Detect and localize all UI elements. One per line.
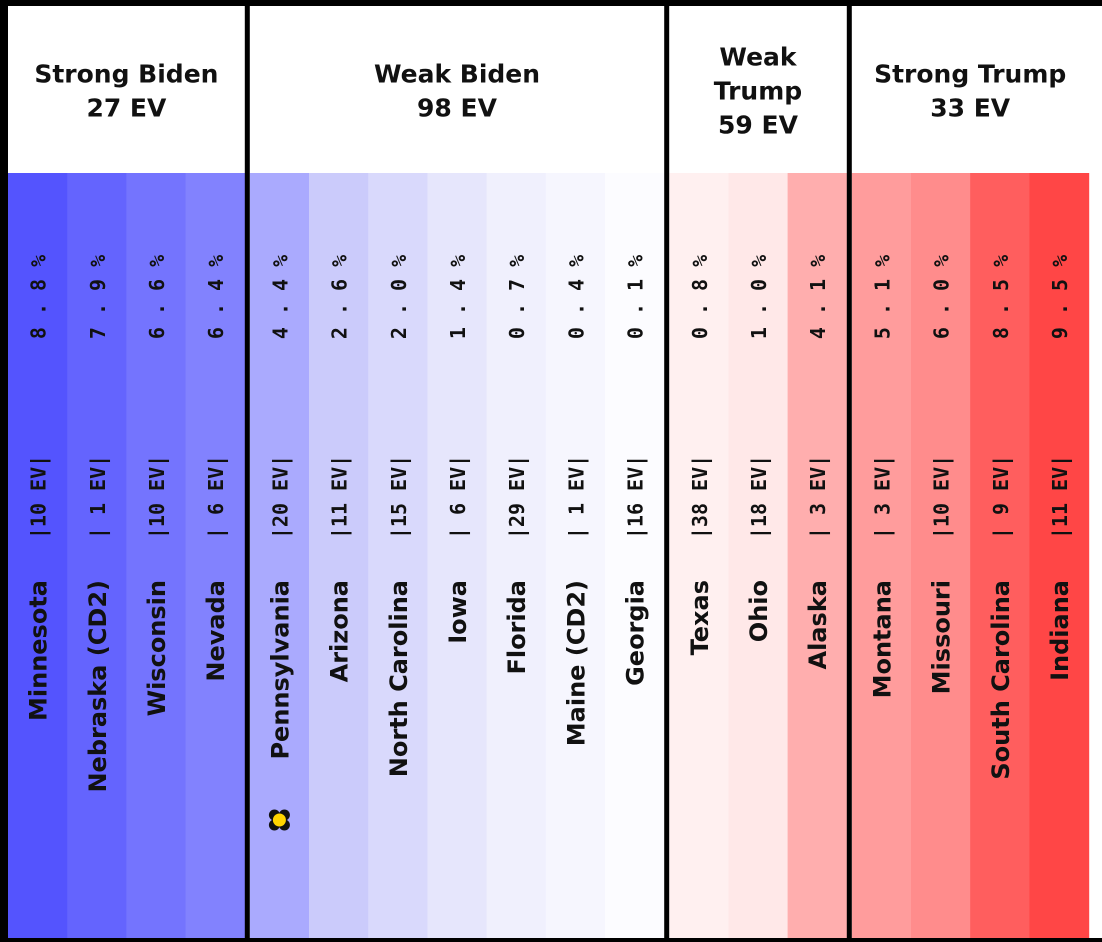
state-name-nevada: Nevada xyxy=(202,580,230,682)
margin-label-alaska: 4 . 1 % xyxy=(806,255,830,339)
state-column-iowa xyxy=(427,173,488,938)
ev-label-wisconsin: |10 EV| xyxy=(145,455,169,539)
state-name-iowa: Iowa xyxy=(444,580,472,644)
state-column-texas xyxy=(669,173,729,938)
group-header-strong-biden-line-2: 27 EV xyxy=(86,94,167,123)
ev-label-georgia: |16 EV| xyxy=(624,455,648,539)
ev-label-nebraska-cd2: | 1 EV| xyxy=(86,455,110,539)
group-header-strong-biden-line-1: Strong Biden xyxy=(34,60,218,89)
state-column-north-carolina xyxy=(368,173,428,938)
ev-label-minnesota: |10 EV| xyxy=(27,455,51,539)
margin-label-south-carolina: 8 . 5 % xyxy=(989,255,1013,339)
state-name-maine-cd2: Maine (CD2) xyxy=(562,580,590,746)
state-name-minnesota: Minnesota xyxy=(25,580,53,721)
frame-left xyxy=(0,0,8,942)
state-name-florida: Florida xyxy=(503,580,531,675)
margin-label-nebraska-cd2: 7 . 9 % xyxy=(86,255,110,339)
frame-top xyxy=(0,0,1102,6)
state-column-arizona xyxy=(309,173,369,938)
state-name-indiana: Indiana xyxy=(1046,580,1074,681)
state-column-nevada xyxy=(185,173,246,938)
ev-label-pennsylvania: |20 EV| xyxy=(268,455,292,539)
ev-label-south-carolina: | 9 EV| xyxy=(989,455,1013,539)
state-name-pennsylvania: Pennsylvania xyxy=(266,580,294,760)
state-name-texas: Texas xyxy=(686,580,714,655)
margin-label-iowa: 1 . 4 % xyxy=(446,255,470,339)
state-column-alaska xyxy=(787,173,848,938)
margin-label-indiana: 9 . 5 % xyxy=(1048,255,1072,339)
ev-label-missouri: |10 EV| xyxy=(930,455,954,539)
ev-label-ohio: |18 EV| xyxy=(747,455,771,539)
state-column-maine-cd2 xyxy=(545,173,606,938)
group-headers: Strong Biden 27 EV Weak Biden 98 EV Weak Trum… xyxy=(34,43,1066,140)
margin-label-montana: 5 . 1 % xyxy=(870,255,894,339)
state-name-missouri: Missouri xyxy=(928,580,956,694)
group-header-strong-trump-line-2: 33 EV xyxy=(930,94,1011,123)
margin-label-florida: 0 . 7 % xyxy=(505,255,529,339)
state-column-wisconsin xyxy=(126,173,187,938)
state-name-montana: Montana xyxy=(868,580,896,698)
state-column-nebraska-cd2 xyxy=(67,173,127,938)
state-column-south-carolina xyxy=(970,173,1030,938)
state-column-ohio xyxy=(728,173,789,938)
group-header-weak-biden-line-1: Weak Biden xyxy=(374,60,540,89)
margin-label-north-carolina: 2 . 0 % xyxy=(387,255,411,339)
state-name-north-carolina: North Carolina xyxy=(385,580,413,777)
margin-label-arizona: 2 . 6 % xyxy=(328,255,352,339)
margin-label-wisconsin: 6 . 6 % xyxy=(145,255,169,339)
ev-label-maine-cd2: | 1 EV| xyxy=(564,455,588,539)
state-name-ohio: Ohio xyxy=(745,580,773,642)
ev-label-florida: |29 EV| xyxy=(505,455,529,539)
margin-label-maine-cd2: 0 . 4 % xyxy=(564,255,588,339)
state-column-florida xyxy=(486,173,547,938)
margin-label-missouri: 6 . 0 % xyxy=(930,255,954,339)
ev-label-arizona: |11 EV| xyxy=(328,455,352,539)
ev-label-nevada: | 6 EV| xyxy=(204,455,228,539)
flower-icon xyxy=(268,809,290,831)
group-divider-1 xyxy=(244,0,250,942)
state-name-south-carolina: South Carolina xyxy=(987,580,1015,780)
group-header-weak-trump-line-1: Weak xyxy=(719,43,798,72)
margin-label-minnesota: 8 . 8 % xyxy=(27,255,51,339)
ev-label-montana: | 3 EV| xyxy=(870,455,894,539)
state-name-wisconsin: Wisconsin xyxy=(143,580,171,716)
ev-label-alaska: | 3 EV| xyxy=(806,455,830,539)
group-divider-3 xyxy=(846,0,852,942)
margin-label-nevada: 6 . 4 % xyxy=(204,255,228,339)
margin-label-ohio: 1 . 0 % xyxy=(747,255,771,339)
margin-label-pennsylvania: 4 . 4 % xyxy=(268,255,292,339)
state-name-arizona: Arizona xyxy=(326,580,354,682)
ev-label-indiana: |11 EV| xyxy=(1048,455,1072,539)
state-column-georgia xyxy=(605,173,665,938)
state-name-nebraska-cd2: Nebraska (CD2) xyxy=(84,580,112,793)
state-column-missouri xyxy=(911,173,971,938)
group-header-weak-trump-line-3: 59 EV xyxy=(718,111,799,140)
state-name-alaska: Alaska xyxy=(804,580,832,669)
state-name-georgia: Georgia xyxy=(622,580,650,686)
state-column-indiana xyxy=(1029,173,1090,938)
state-column-montana xyxy=(851,173,912,938)
group-header-weak-biden-line-2: 98 EV xyxy=(417,94,498,123)
margin-label-georgia: 0 . 1 % xyxy=(624,255,648,339)
group-header-weak-trump-line-2: Trump xyxy=(714,77,802,106)
state-column-pennsylvania xyxy=(249,173,310,938)
frame-bottom xyxy=(0,938,1102,942)
group-header-strong-trump-line-1: Strong Trump xyxy=(874,60,1066,89)
ev-label-texas: |38 EV| xyxy=(688,455,712,539)
state-columns: 8 . 8 % |10 EV| Minnesota 7 . 9 % | 1 EV| Neb… xyxy=(8,173,1090,938)
state-column-minnesota xyxy=(8,173,68,938)
ev-label-north-carolina: |15 EV| xyxy=(387,455,411,539)
group-divider-2 xyxy=(664,0,670,942)
ev-label-iowa: | 6 EV| xyxy=(446,455,470,539)
margin-label-texas: 0 . 8 % xyxy=(688,255,712,339)
